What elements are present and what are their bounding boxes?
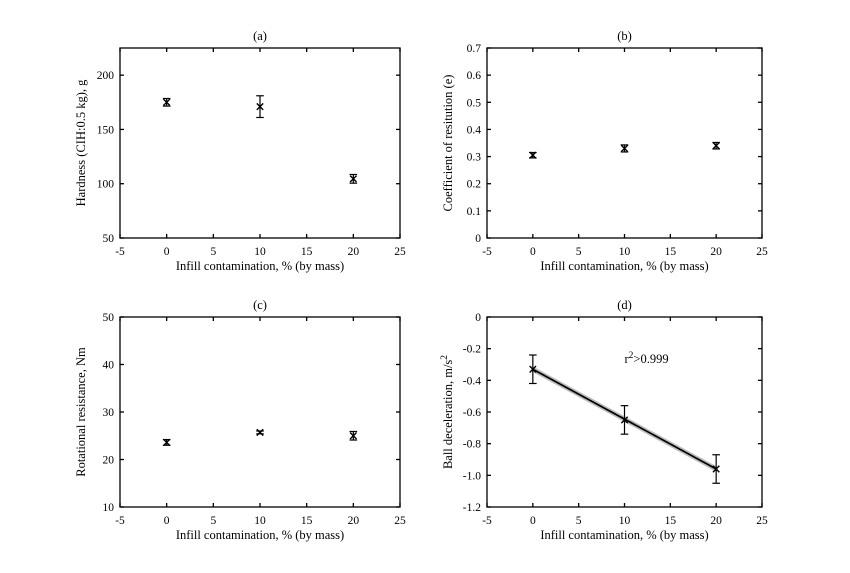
y-tick-label: 10 <box>103 502 115 514</box>
x-tick-label: 0 <box>530 246 536 258</box>
x-tick-label: 10 <box>254 515 266 527</box>
y-tick-label: -1.0 <box>463 470 481 482</box>
x-marker <box>712 142 720 150</box>
y-tick-label: 200 <box>97 70 115 82</box>
y-tick-label: -0.8 <box>463 439 481 451</box>
data-point <box>256 428 264 437</box>
x-tick-label: 0 <box>530 515 536 527</box>
y-axis-label: Coefficient of resitution (e) <box>441 75 455 212</box>
y-tick-label: 100 <box>97 179 115 191</box>
y-tick-label: 20 <box>103 455 115 467</box>
x-marker <box>529 365 537 373</box>
y-tick-label: -0.2 <box>463 344 481 356</box>
x-tick-label: 25 <box>756 246 768 258</box>
y-tick-label: 0.5 <box>467 97 482 109</box>
data-point <box>620 405 629 435</box>
x-tick-label: 20 <box>710 515 722 527</box>
x-tick-label: 5 <box>210 246 216 258</box>
x-marker <box>712 465 720 473</box>
y-tick-label: -0.6 <box>463 407 481 419</box>
axes-box <box>119 47 401 239</box>
subplot-b: (b)-5 0 5 10 15 20 2500.10.20.30.40.50.60.7Inf… <box>441 29 768 273</box>
x-axis-label: Infill contamination, % (by mass) <box>540 528 708 542</box>
subplot-d: (d) -5 0 5 10 15 20 25 0 -0.2 -0.4 -0.6 -0.8 -1.0 -1.2… <box>440 298 768 542</box>
subplot-a: (a) -5 0 5 10 15 20 25 50 100 150 200 Infill contami… <box>74 29 406 273</box>
x-marker <box>349 432 358 440</box>
x-tick-label: 5 <box>576 515 582 527</box>
y-tick-label: 0.1 <box>467 206 482 218</box>
data-point <box>529 151 537 159</box>
x-marker <box>620 416 629 424</box>
y-tick-label: 0 <box>475 233 481 245</box>
y-tick-label: 0.2 <box>467 179 482 191</box>
x-tick-label: 25 <box>756 515 768 527</box>
y-tick-label: 40 <box>103 360 115 372</box>
x-tick-label: 15 <box>665 515 677 527</box>
data-point <box>712 141 720 150</box>
x-tick-label: 5 <box>210 515 216 527</box>
x-tick-label: 20 <box>710 246 722 258</box>
x-tick-label: -5 <box>482 246 492 258</box>
x-tick-label: 0 <box>164 246 170 258</box>
x-marker <box>162 438 171 447</box>
y-tick-label: 150 <box>97 124 115 136</box>
data-point <box>162 438 171 447</box>
x-marker <box>620 144 629 153</box>
subplot-c: (c) -5 0 5 10 15 20 25 10 20 30 40 50 Infill contamin… <box>74 298 406 542</box>
axes-box <box>486 47 763 239</box>
x-tick-label: -5 <box>115 515 125 527</box>
y-tick-label: -1.2 <box>463 502 481 514</box>
y-axis-label: Ball deceleration, m/s2 <box>440 355 455 469</box>
subplot-title: (d) <box>617 298 632 312</box>
x-tick-label: 10 <box>619 246 631 258</box>
x-tick-label: 20 <box>348 515 360 527</box>
x-tick-label: 0 <box>164 515 170 527</box>
x-axis-label: Infill contamination, % (by mass) <box>176 528 344 542</box>
x-tick-label: 10 <box>619 515 631 527</box>
y-axis-label: Rotational resistance, Nm <box>74 347 88 477</box>
axes-box <box>119 316 401 508</box>
y-tick-label: 50 <box>103 233 115 245</box>
x-marker <box>256 428 264 437</box>
y-tick-label: 0.7 <box>467 43 482 55</box>
data-point <box>620 144 629 153</box>
data-point <box>529 354 537 385</box>
subplot-title: (a) <box>253 29 267 43</box>
subplot-title: (c) <box>253 298 267 312</box>
y-tick-label: -0.4 <box>463 375 481 387</box>
x-marker <box>256 102 264 111</box>
x-axis-label: Infill contamination, % (by mass) <box>540 259 708 273</box>
x-tick-label: 10 <box>254 246 266 258</box>
y-tick-label: 0.4 <box>467 124 482 136</box>
subplot-title: (b) <box>617 29 632 43</box>
x-tick-label: -5 <box>482 515 492 527</box>
y-tick-label: 50 <box>103 312 115 324</box>
x-tick-label: -5 <box>115 246 125 258</box>
data-point <box>349 430 358 441</box>
y-tick-label: 0 <box>475 312 481 324</box>
data-point <box>256 95 264 119</box>
data-point <box>162 97 171 107</box>
x-tick-label: 15 <box>665 246 677 258</box>
y-tick-label: 0.3 <box>467 152 482 164</box>
x-marker <box>529 151 537 159</box>
x-tick-label: 25 <box>394 515 406 527</box>
y-tick-label: 30 <box>103 407 115 419</box>
x-marker <box>349 175 358 183</box>
data-point <box>349 173 358 184</box>
y-axis-label: Hardness (CIH:0.5 kg), g <box>74 79 88 206</box>
y-tick-label: 0.6 <box>467 70 482 82</box>
data-point <box>712 454 720 484</box>
x-tick-label: 5 <box>576 246 582 258</box>
x-tick-label: 20 <box>348 246 360 258</box>
x-tick-label: 15 <box>301 515 313 527</box>
x-tick-label: 25 <box>394 246 406 258</box>
x-axis-label: Infill contamination, % (by mass) <box>176 259 344 273</box>
x-marker <box>162 98 171 106</box>
r-squared-annotation: r2>0.999 <box>625 351 669 366</box>
x-tick-label: 15 <box>301 246 313 258</box>
